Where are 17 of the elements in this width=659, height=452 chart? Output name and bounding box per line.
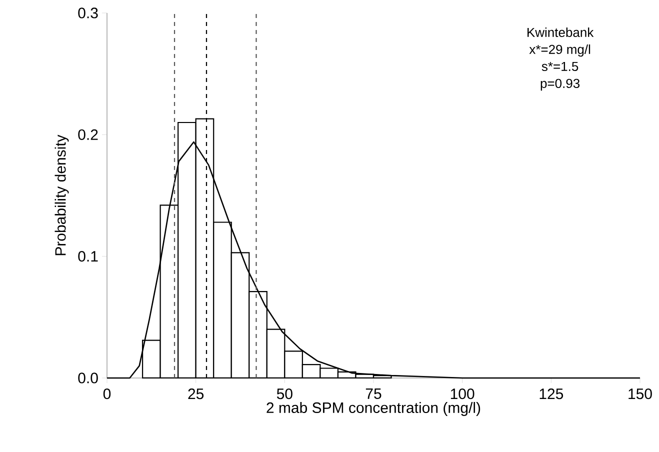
y-tick-label: 0.1	[78, 251, 98, 262]
annotation: Kwintebank	[528, 27, 594, 38]
x-tick-label: 100	[450, 388, 474, 400]
y-tick-label: 0.2	[78, 129, 98, 140]
x-tick-label: 150	[628, 388, 652, 400]
y-axis-title: Probability density	[54, 134, 69, 256]
x-tick-label: 25	[188, 388, 204, 400]
y-tick-label: 0.3	[78, 8, 98, 18]
x-tick-label: 50	[276, 388, 292, 400]
annotation: x*=29 mg/l	[529, 44, 590, 57]
x-tick-label: 125	[540, 388, 564, 400]
annotation: p=0.93	[540, 78, 580, 91]
y-tick-label: 0.0	[78, 372, 98, 384]
x-tick-label: 0	[103, 388, 111, 400]
x-axis-title: 2 mab SPM concentration (mg/l)	[266, 402, 480, 416]
x-tick-label: 75	[366, 388, 382, 399]
annotation: s*=1.5	[542, 62, 578, 72]
